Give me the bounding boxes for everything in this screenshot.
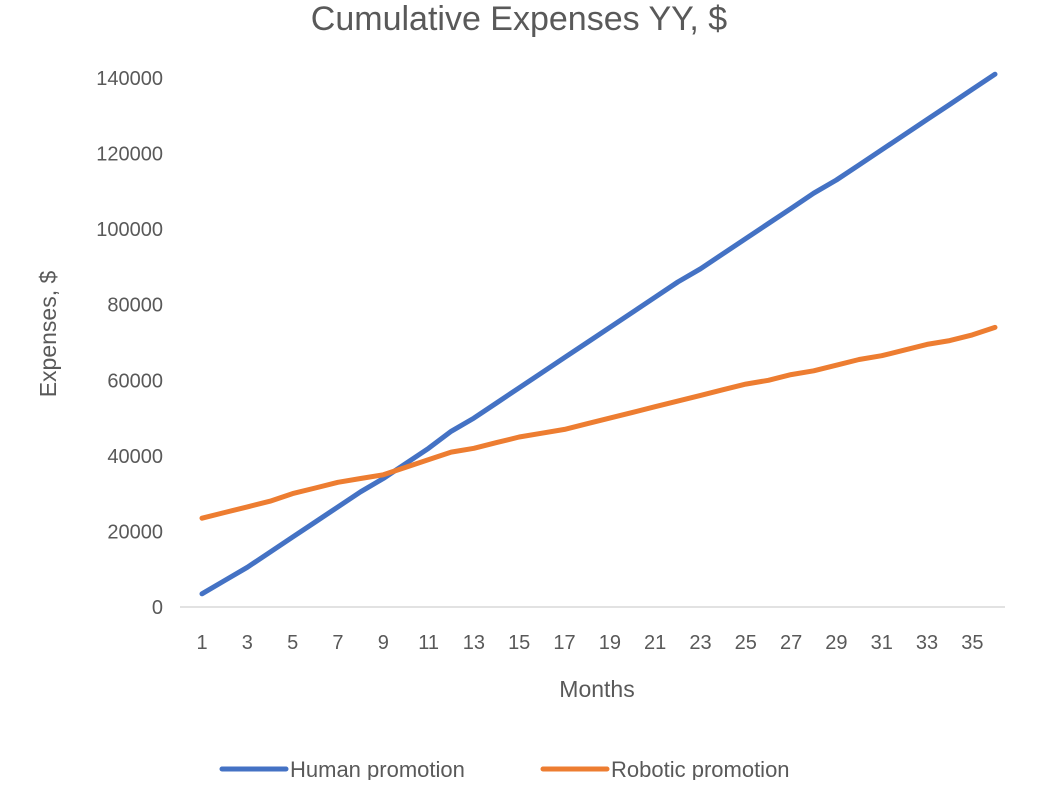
y-tick-label: 100000 [96,219,163,241]
y-tick-label: 0 [152,597,163,619]
x-tick-label: 25 [735,632,757,654]
x-tick-label: 11 [418,632,439,654]
legend-label: Human promotion [290,757,465,780]
chart-title: Cumulative Expenses YY, $ [311,0,728,38]
x-tick-label: 27 [780,632,802,654]
x-tick-label: 1 [196,632,207,654]
x-tick-label: 7 [332,632,343,654]
x-axis-title: Months [559,676,634,702]
x-tick-label: 3 [242,632,253,654]
x-tick-label: 31 [871,632,893,654]
y-tick-label: 140000 [96,68,163,90]
x-tick-label: 5 [287,632,298,654]
x-tick-label: 29 [825,632,847,654]
y-tick-label: 60000 [107,370,163,392]
x-tick-label: 17 [553,632,575,654]
x-tick-label: 13 [463,632,485,654]
x-tick-label: 19 [599,632,621,654]
legend: Human promotion Robotic promotion [219,757,790,782]
x-tick-label: 35 [961,632,983,654]
series-line-2 [199,324,998,521]
x-tick-label: 33 [916,632,938,654]
y-tick-label: 80000 [107,295,163,317]
y-tick-label: 120000 [96,144,163,166]
x-tick-label: 9 [378,632,389,654]
x-tick-label: 21 [644,632,666,654]
x-tick-label: 15 [508,632,530,654]
y-tick-label: 20000 [107,521,163,543]
legend-label: Robotic promotion [611,757,790,780]
x-axis-ticks: 1 3 5 7 9 11 13 15 17 19 21 23 25 27 29 31 33 35 [196,632,983,654]
y-axis-title: Expenses, $ [35,271,61,398]
x-tick-label: 23 [689,632,711,654]
y-tick-label: 40000 [107,446,163,468]
series-lines [199,71,998,597]
series-line-1 [199,71,998,597]
y-axis-ticks: 0 20000 40000 60000 80000 100000 120000 140000 [96,68,163,619]
